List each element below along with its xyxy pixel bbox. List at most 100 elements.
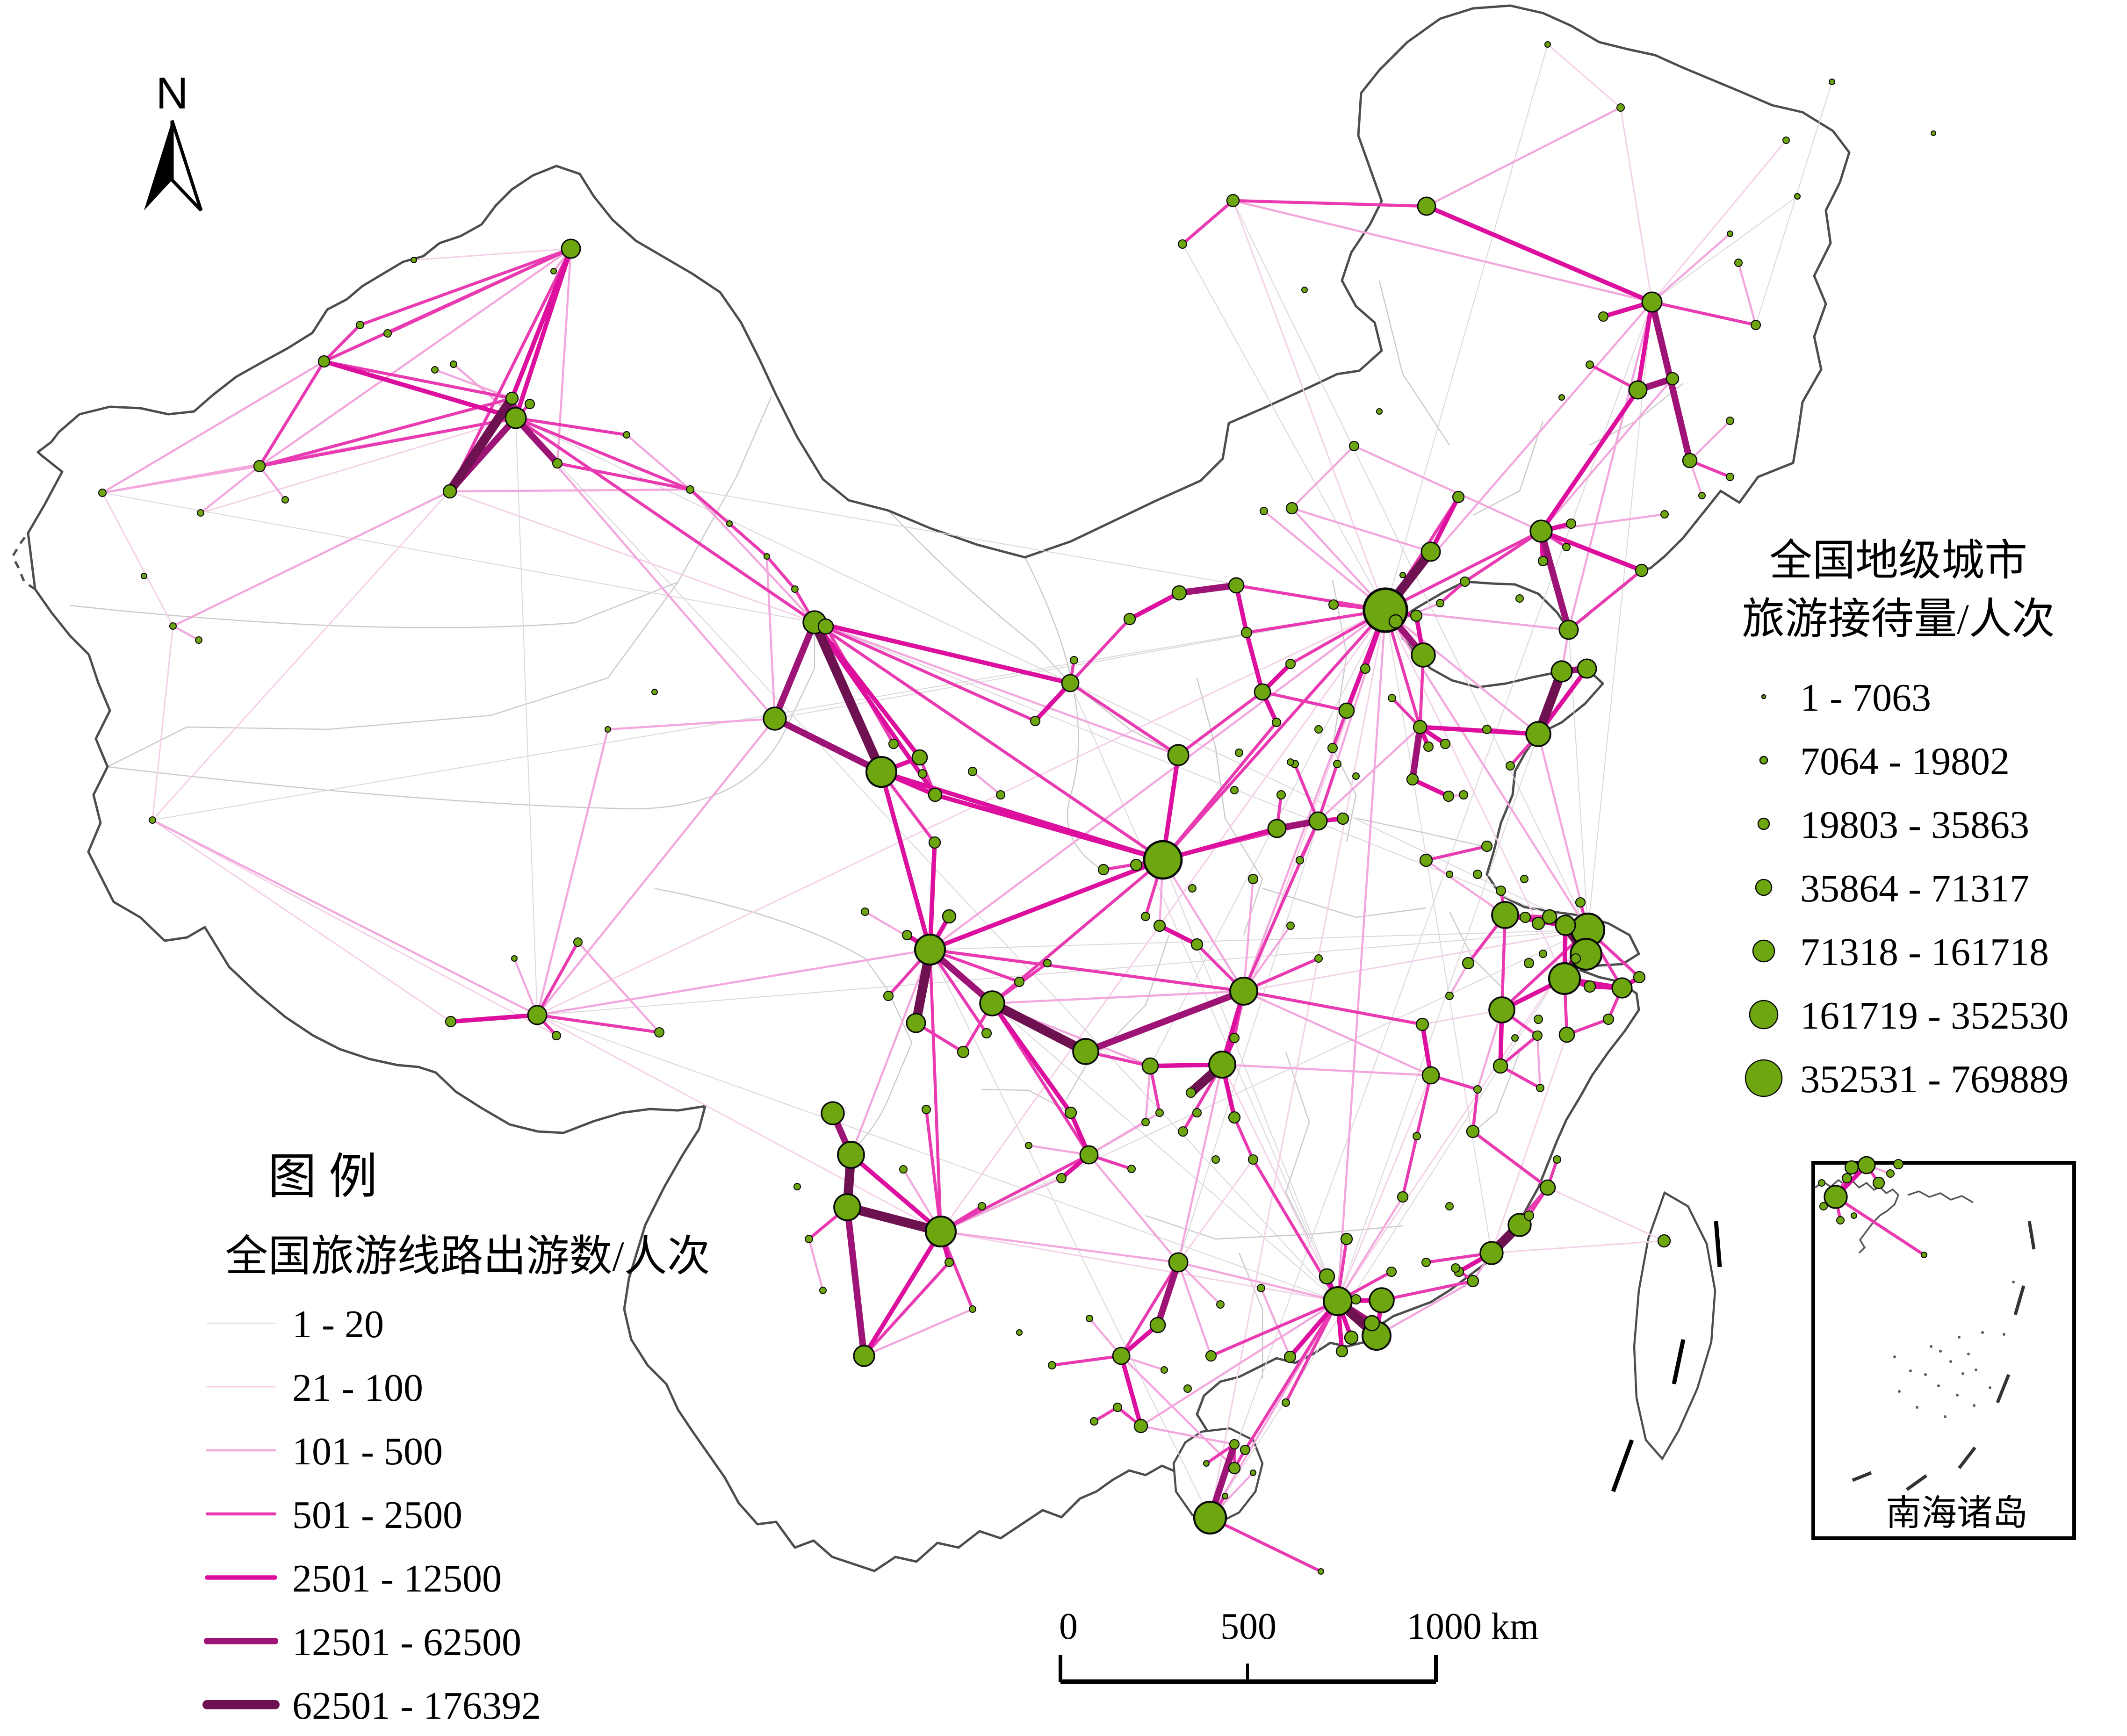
city-circle bbox=[1386, 1266, 1397, 1277]
flow-line bbox=[728, 522, 769, 558]
city-circle bbox=[505, 407, 527, 429]
flow-line bbox=[1119, 1354, 1143, 1428]
city-circle bbox=[1235, 749, 1243, 757]
city-circle bbox=[819, 1287, 827, 1294]
flow-legend-subtitle: 全国旅游线路出游数/人次 bbox=[225, 1232, 710, 1280]
city-circle bbox=[573, 937, 583, 947]
flow-legend: 图 例 全国旅游线路出游数/人次 1 - 20 21 - 100 101 - 500… bbox=[202, 1150, 710, 1728]
flow-line bbox=[1567, 301, 1653, 631]
city-circle bbox=[1520, 875, 1529, 883]
flow-line bbox=[536, 728, 609, 1016]
flow-line bbox=[1139, 1300, 1339, 1427]
taiwan-outline bbox=[1633, 1191, 1716, 1461]
city-circle bbox=[1070, 656, 1078, 664]
city-circle bbox=[1417, 196, 1436, 216]
scale-label-1000: 1000 km bbox=[1407, 1606, 1539, 1647]
inset-coastline bbox=[1815, 1179, 1900, 1254]
flow-line bbox=[810, 618, 886, 777]
dash-segment bbox=[1714, 1221, 1722, 1268]
city-circle bbox=[141, 573, 147, 579]
flow-line bbox=[1050, 1354, 1123, 1367]
city-legend-symbol bbox=[1755, 879, 1773, 896]
city-legend-symbol bbox=[1749, 1000, 1779, 1030]
flow-line bbox=[850, 948, 931, 1156]
island-speck bbox=[1961, 1372, 1964, 1375]
inset-city-circle bbox=[1844, 1160, 1859, 1175]
flow-line bbox=[102, 492, 815, 623]
china-outline bbox=[27, 4, 1851, 1572]
city-circle bbox=[1254, 683, 1271, 701]
flow-line bbox=[971, 770, 1002, 796]
city-circle bbox=[450, 360, 457, 368]
city-circle bbox=[1519, 911, 1531, 923]
city-circle bbox=[995, 790, 1006, 800]
city-circle bbox=[1410, 609, 1423, 622]
city-legend-label: 352531 - 769889 bbox=[1800, 1058, 2069, 1101]
flow-line bbox=[1291, 507, 1432, 553]
flow-line bbox=[537, 929, 1588, 1016]
city-circle bbox=[1141, 1057, 1159, 1075]
flow-line bbox=[862, 1261, 951, 1358]
city-circle bbox=[1240, 1444, 1251, 1455]
city-circle bbox=[1208, 1051, 1236, 1079]
island-speck bbox=[2012, 1281, 2015, 1283]
city-circle bbox=[1072, 1038, 1099, 1065]
flow-line bbox=[1161, 858, 1245, 993]
city-circle bbox=[1344, 1330, 1359, 1345]
flow-line bbox=[1139, 1425, 1236, 1446]
city-legend-symbol bbox=[1761, 694, 1766, 699]
city-circle bbox=[1112, 1347, 1131, 1365]
flow-line bbox=[1384, 529, 1543, 612]
city-circle bbox=[1127, 1165, 1136, 1173]
city-circle bbox=[911, 749, 928, 766]
flow-line bbox=[928, 948, 988, 1035]
city-circle bbox=[1350, 1294, 1362, 1305]
flow-line bbox=[1737, 261, 1757, 326]
city-circle bbox=[899, 1165, 908, 1174]
city-circle bbox=[1025, 1142, 1032, 1149]
flow-line bbox=[939, 1230, 1180, 1264]
flow-line bbox=[1448, 962, 1470, 997]
city-circle bbox=[1445, 992, 1454, 1000]
city-circle bbox=[1205, 1350, 1217, 1362]
flow-line bbox=[172, 625, 200, 641]
city-circle bbox=[1440, 738, 1451, 749]
flow-line bbox=[1499, 1034, 1539, 1068]
city-circle bbox=[1286, 922, 1295, 930]
city-circle bbox=[149, 816, 156, 824]
city-circle bbox=[1153, 919, 1166, 932]
flow-line bbox=[1651, 232, 1731, 303]
city-circle bbox=[1369, 1287, 1395, 1313]
dashed-boundary bbox=[11, 532, 36, 591]
city-circle bbox=[1247, 873, 1259, 885]
flow-line bbox=[1380, 1279, 1475, 1302]
flow-line bbox=[1620, 107, 1653, 303]
city-circle bbox=[1064, 1106, 1077, 1119]
city-circle bbox=[1229, 977, 1258, 1006]
city-circle bbox=[1211, 1155, 1220, 1164]
city-circle bbox=[195, 636, 202, 644]
flow-line bbox=[1337, 1074, 1432, 1302]
flow-line bbox=[813, 620, 1165, 862]
city-circle bbox=[1553, 1155, 1561, 1164]
scale-label-500: 500 bbox=[1220, 1606, 1276, 1647]
city-circle bbox=[1229, 1032, 1240, 1044]
flow-line bbox=[688, 488, 731, 526]
city-circle bbox=[1562, 543, 1571, 551]
flow-line bbox=[929, 609, 1387, 951]
island-speck bbox=[1937, 1384, 1940, 1387]
flow-line bbox=[606, 717, 776, 731]
city-circle bbox=[623, 431, 630, 439]
city-circle bbox=[1352, 772, 1360, 780]
city-circle bbox=[1260, 507, 1268, 515]
city-circle bbox=[1531, 916, 1545, 930]
city-circle bbox=[1548, 962, 1581, 995]
flow-line bbox=[1547, 43, 1622, 108]
flow-line bbox=[1567, 569, 1644, 632]
city-circle bbox=[383, 329, 392, 338]
city-circle bbox=[1794, 193, 1801, 200]
flow-line bbox=[1491, 1240, 1665, 1254]
flow-line bbox=[1471, 1088, 1479, 1133]
flow-line bbox=[535, 940, 580, 1017]
city-circle bbox=[1247, 1154, 1259, 1165]
